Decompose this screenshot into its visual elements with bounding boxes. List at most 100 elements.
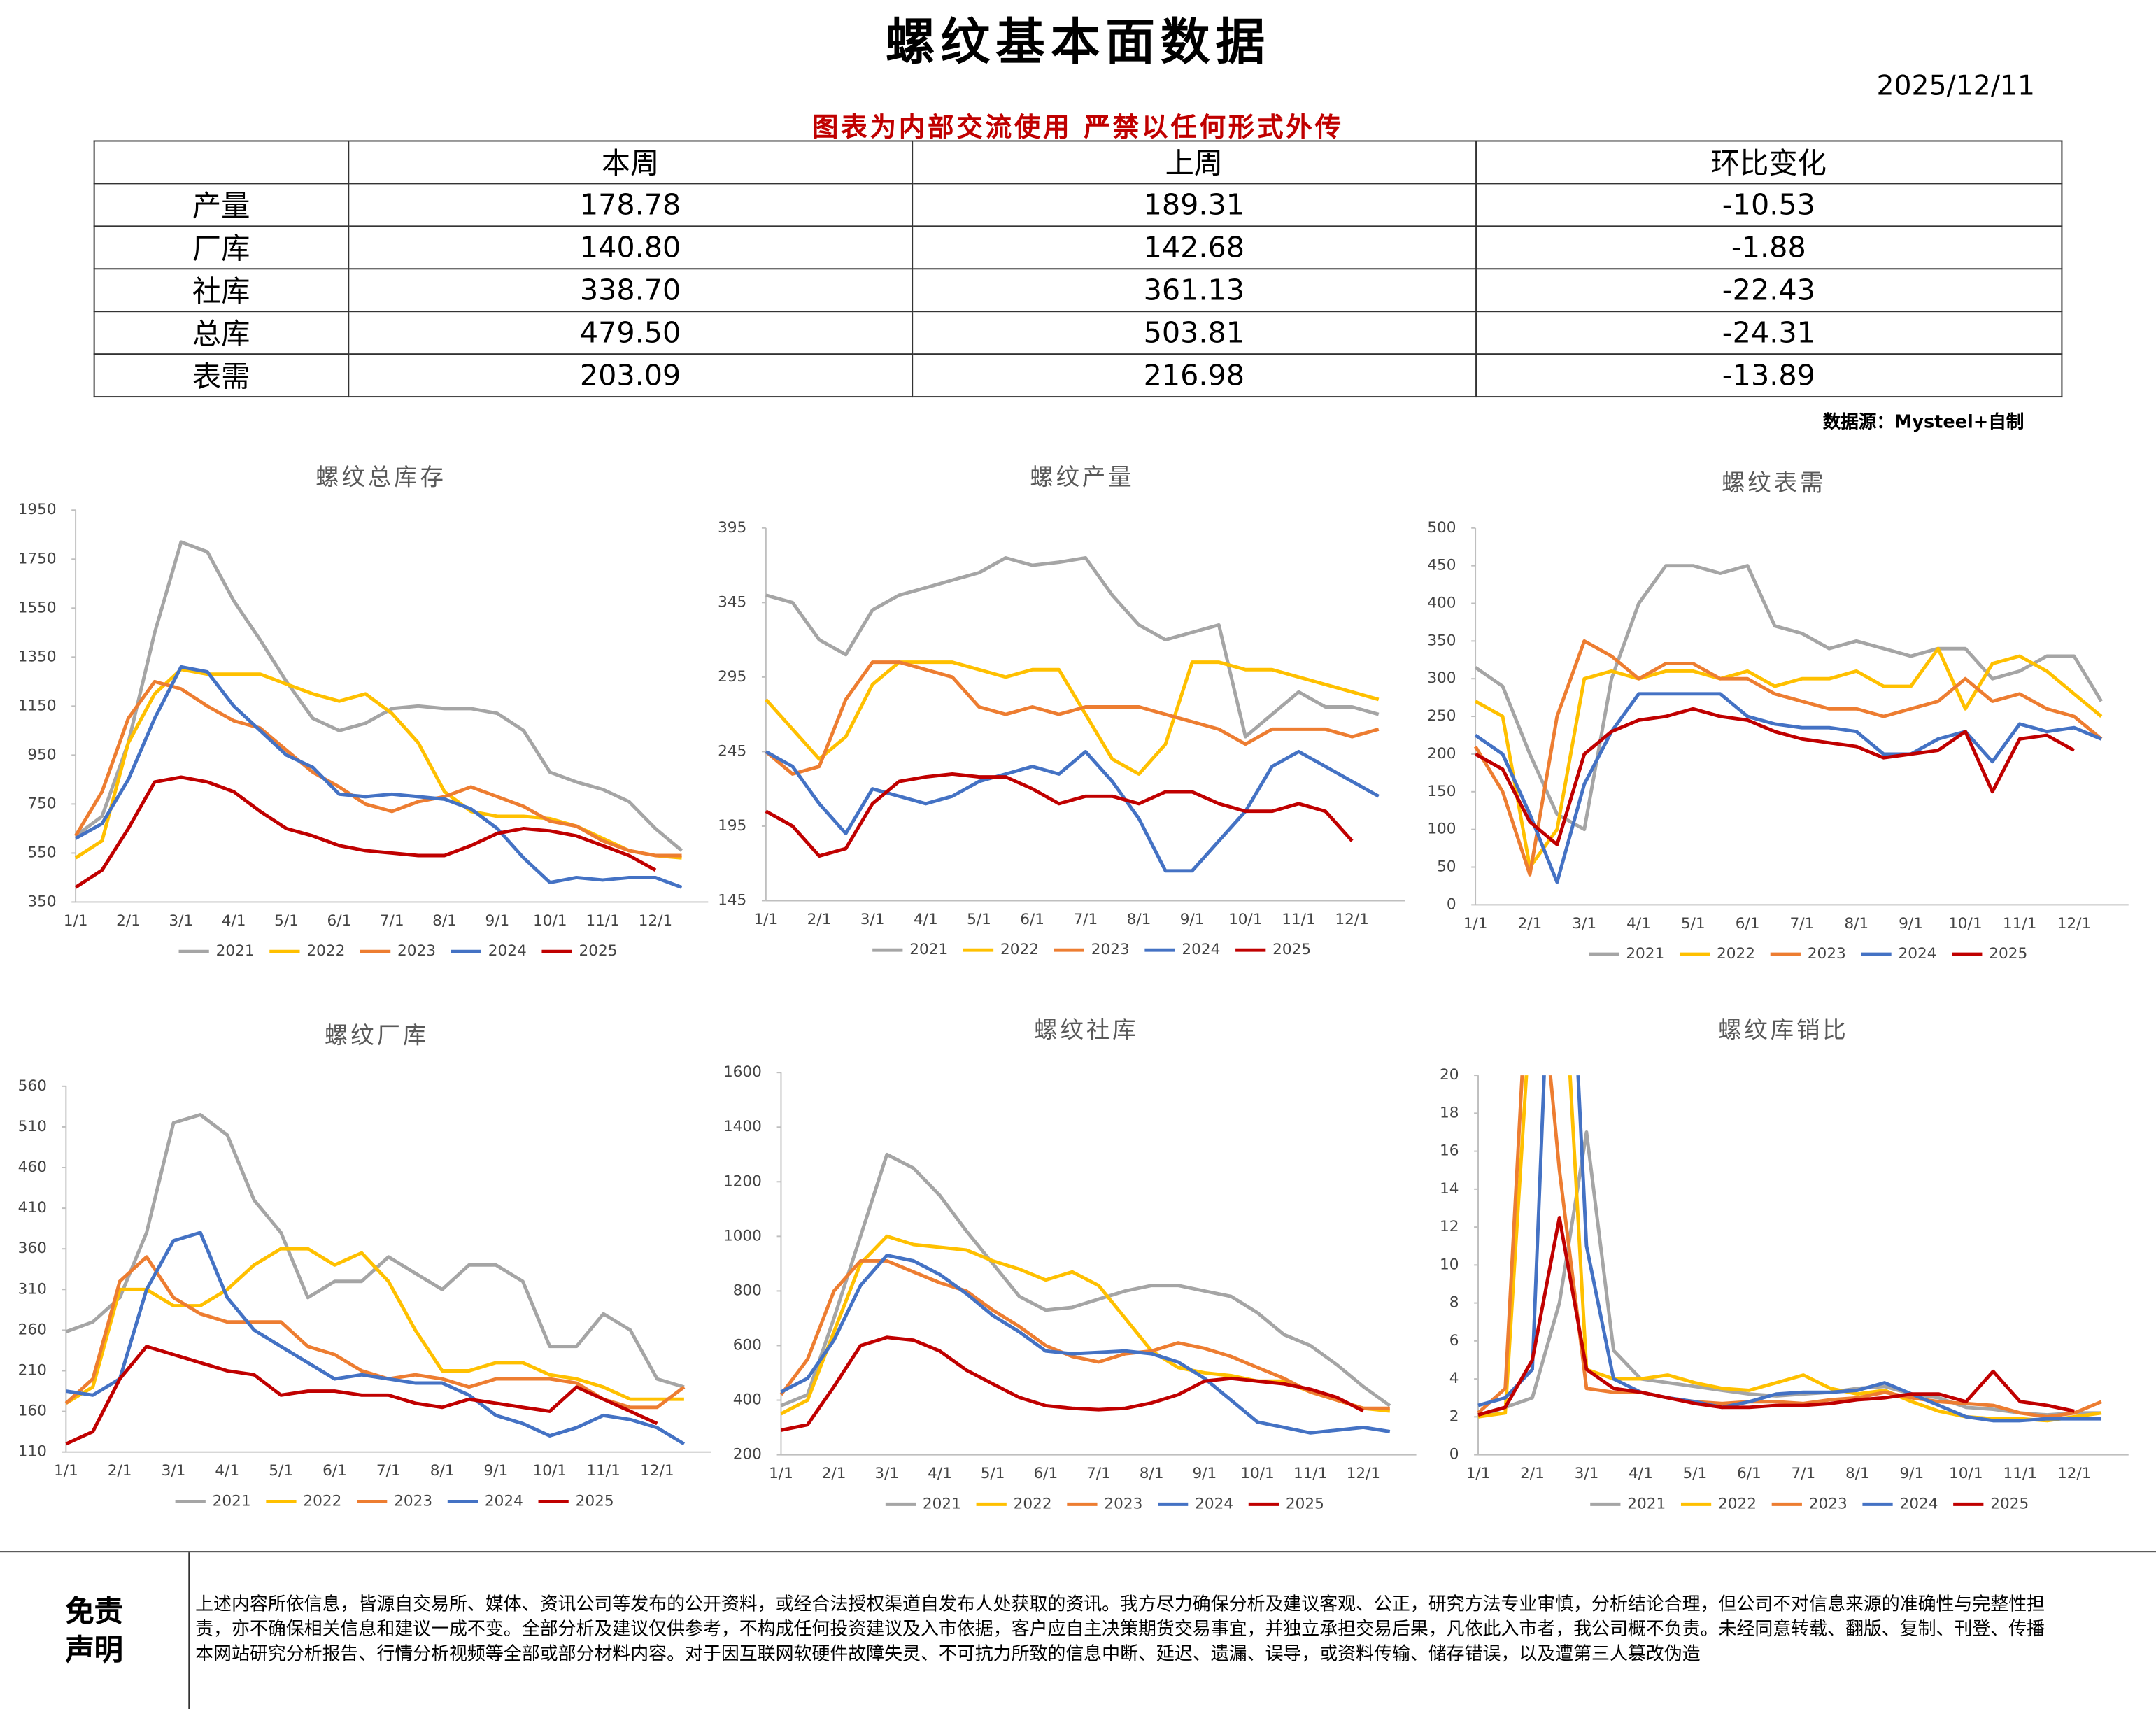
legend-label: 2021 bbox=[216, 942, 255, 960]
legend-label: 2025 bbox=[1286, 1495, 1324, 1512]
y-tick-label: 550 bbox=[27, 844, 56, 861]
series-line bbox=[1477, 1075, 2102, 1423]
y-tick-label: 200 bbox=[733, 1446, 762, 1463]
y-tick-label: 0 bbox=[1447, 895, 1456, 913]
x-tick-label: 9/1 bbox=[1899, 1465, 1924, 1482]
x-tick-label: 3/1 bbox=[1575, 1465, 1599, 1482]
y-tick-label: 1600 bbox=[723, 1063, 762, 1081]
series-line bbox=[1477, 1075, 2102, 1423]
y-tick-label: 12 bbox=[1440, 1218, 1459, 1235]
x-tick-label: 10/1 bbox=[1240, 1465, 1275, 1482]
legend-label: 2021 bbox=[909, 941, 948, 958]
disclaimer: 免责 声明 上述内容所依信息，皆源自交易所、媒体、资讯公司等发布的公开资料，或经合… bbox=[0, 1551, 2156, 1709]
legend-label: 2024 bbox=[1899, 945, 1937, 963]
series-line bbox=[780, 1335, 1365, 1432]
y-tick-label: 110 bbox=[18, 1443, 47, 1461]
y-tick-label: 400 bbox=[1427, 595, 1456, 612]
x-tick-label: 5/1 bbox=[274, 912, 299, 930]
y-tick-label: 1150 bbox=[18, 697, 57, 714]
x-tick-label: 10/1 bbox=[1228, 911, 1263, 928]
x-tick-label: 7/1 bbox=[1791, 1465, 1815, 1482]
series-line bbox=[765, 772, 1354, 858]
series-line bbox=[1474, 564, 2103, 832]
x-tick-label: 4/1 bbox=[1626, 915, 1651, 932]
y-tick-label: 160 bbox=[18, 1403, 47, 1420]
x-tick-label: 11/1 bbox=[1293, 1465, 1328, 1482]
cell: 178.78 bbox=[347, 183, 914, 227]
legend-label: 2021 bbox=[1627, 1495, 1666, 1512]
x-tick-label: 3/1 bbox=[1572, 915, 1596, 932]
text-line: 责，亦不确保相关信息和建议一成不变。全部分析及建议仅供参考，不构成任何投资建议及… bbox=[195, 1619, 2045, 1640]
series-line bbox=[1473, 639, 2103, 877]
x-tick-label: 7/1 bbox=[380, 912, 404, 930]
cell: -22.43 bbox=[1475, 268, 2063, 313]
source: 数据源：Mysteel+自制 bbox=[1822, 412, 2024, 434]
series-line bbox=[765, 555, 1380, 739]
x-tick-label: 2/1 bbox=[108, 1462, 132, 1480]
x-tick-label: 4/1 bbox=[928, 1465, 952, 1482]
x-tick-label: 4/1 bbox=[1629, 1465, 1653, 1482]
x-tick-label: 12/1 bbox=[2057, 1465, 2092, 1482]
x-tick-label: 7/1 bbox=[376, 1462, 401, 1480]
date: 2025/12/11 bbox=[1876, 69, 2036, 102]
y-tick-label: 450 bbox=[1427, 557, 1456, 574]
y-tick-label: 2 bbox=[1449, 1407, 1459, 1425]
series-line bbox=[74, 775, 657, 889]
x-tick-label: 3/1 bbox=[162, 1462, 186, 1480]
legend-label: 2025 bbox=[1990, 1495, 2029, 1512]
y-tick-label: 16 bbox=[1440, 1142, 1459, 1160]
table-row: 表需 203.09 216.98 -13.89 bbox=[93, 353, 2063, 398]
series-line bbox=[780, 1234, 1391, 1416]
x-tick-label: 4/1 bbox=[215, 1462, 239, 1480]
y-tick-label: 14 bbox=[1440, 1180, 1459, 1198]
y-tick-label: 6 bbox=[1449, 1332, 1459, 1349]
x-tick-label: 9/1 bbox=[484, 1462, 509, 1480]
x-tick-label: 12/1 bbox=[2057, 915, 2092, 932]
series-line bbox=[65, 1113, 685, 1389]
series-line bbox=[780, 1152, 1391, 1407]
disclaimer-heading: 免责 声明 bbox=[0, 1552, 190, 1709]
x-tick-label: 11/1 bbox=[586, 912, 620, 930]
x-tick-label: 1/1 bbox=[64, 912, 88, 930]
column-header: 上周 bbox=[912, 140, 1477, 185]
x-tick-label: 4/1 bbox=[222, 912, 246, 930]
x-tick-label: 9/1 bbox=[1192, 1465, 1217, 1482]
series-line bbox=[74, 665, 683, 889]
x-tick-label: 5/1 bbox=[1681, 915, 1705, 932]
header-row: 本周 上周 环比变化 bbox=[93, 140, 2063, 185]
y-tick-label: 310 bbox=[18, 1280, 47, 1298]
text-line: 上述内容所依信息，皆源自交易所、媒体、资讯公司等发布的公开资料，或经合法授权渠道… bbox=[195, 1595, 2045, 1616]
x-tick-label: 6/1 bbox=[1737, 1465, 1761, 1482]
series-line bbox=[765, 660, 1380, 776]
y-tick-label: 410 bbox=[18, 1199, 47, 1217]
table-row: 产量 178.78 189.31 -10.53 bbox=[93, 183, 2063, 227]
y-tick-label: 250 bbox=[1427, 707, 1456, 725]
row-label: 总库 bbox=[93, 311, 349, 355]
y-tick-label: 50 bbox=[1437, 858, 1456, 876]
legend-label: 2024 bbox=[1195, 1495, 1233, 1512]
heading-line: 声明 bbox=[65, 1633, 123, 1667]
plot bbox=[1473, 564, 2103, 884]
text-line: 本网站研究分析报告、行情分析视频等全部或部分材料内容。对于因互联网软硬件故障失灵… bbox=[195, 1644, 1701, 1666]
legend-label: 2022 bbox=[1717, 945, 1755, 963]
y-tick-label: 10 bbox=[1440, 1256, 1459, 1273]
cell: -13.89 bbox=[1475, 353, 2063, 398]
summary-table: 本周 上周 环比变化 产量 178.78 189.31 -10.53 厂库 140.80 142.… bbox=[93, 140, 2063, 398]
series-line bbox=[780, 1254, 1391, 1435]
legend-label: 2023 bbox=[1091, 941, 1130, 958]
x-tick-label: 6/1 bbox=[322, 1462, 347, 1480]
y-tick-label: 1350 bbox=[18, 648, 57, 665]
page-title: 螺纹基本面数据 bbox=[885, 13, 1271, 72]
y-tick-label: 750 bbox=[27, 795, 56, 812]
chart-title: 螺纹厂库 bbox=[325, 1022, 429, 1049]
legend-label: 2024 bbox=[1899, 1495, 1938, 1512]
table-row: 总库 479.50 503.81 -24.31 bbox=[93, 311, 2063, 355]
y-tick-label: 1550 bbox=[18, 599, 57, 616]
x-tick-label: 8/1 bbox=[1140, 1465, 1164, 1482]
y-tick-label: 145 bbox=[718, 891, 746, 909]
x-tick-label: 1/1 bbox=[1463, 915, 1488, 932]
disclaimer-text: 上述内容所依信息，皆源自交易所、媒体、资讯公司等发布的公开资料，或经合法授权渠道… bbox=[195, 1594, 2045, 1668]
series-line bbox=[65, 1345, 658, 1446]
y-tick-label: 20 bbox=[1440, 1066, 1459, 1084]
row-label: 产量 bbox=[93, 183, 349, 227]
